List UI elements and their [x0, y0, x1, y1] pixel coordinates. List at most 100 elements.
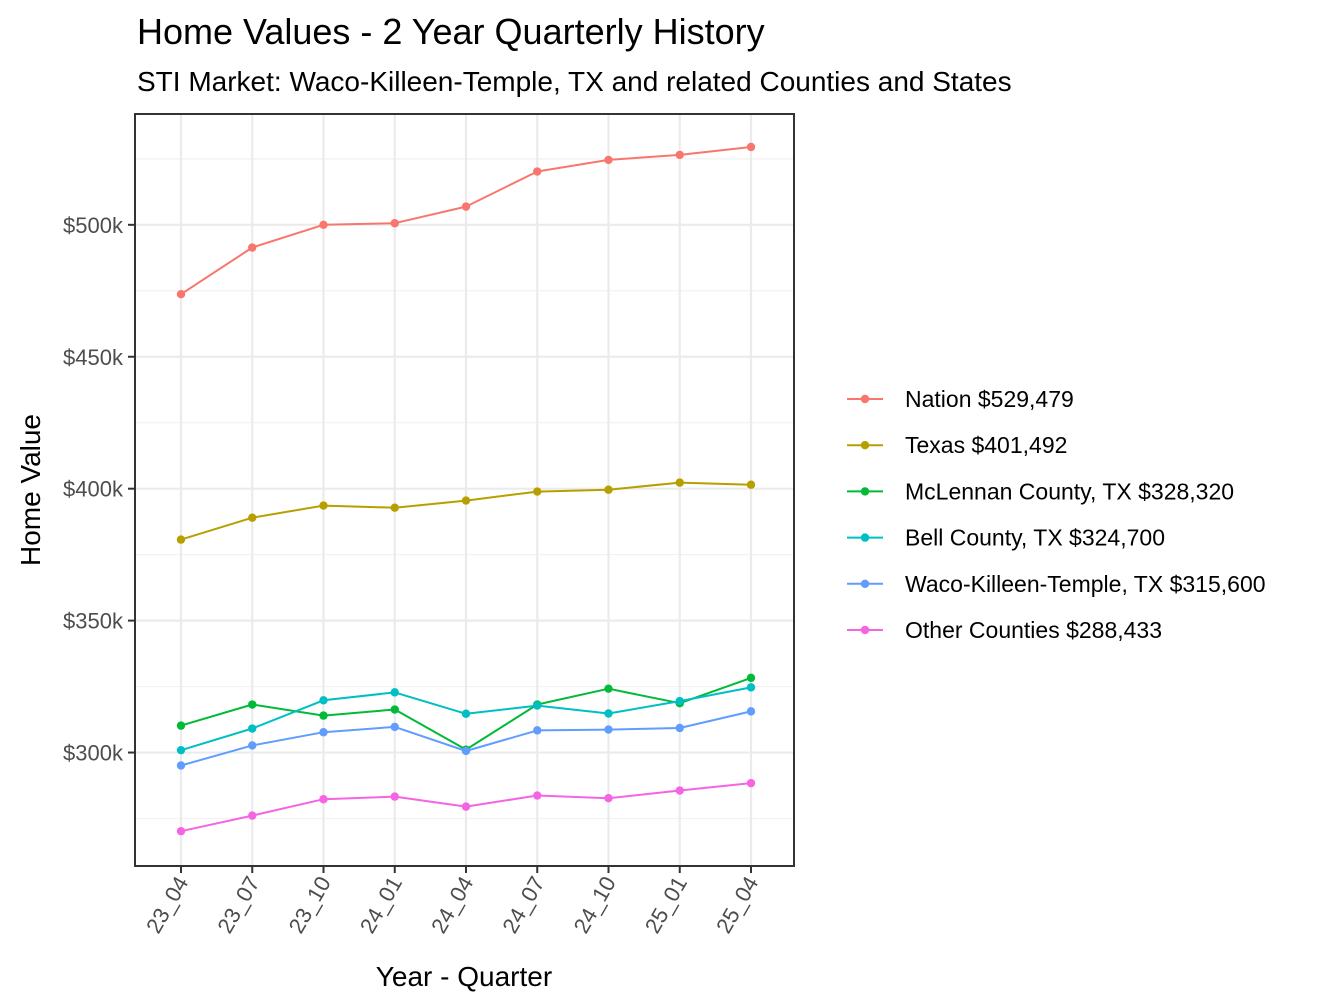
data-point [746, 673, 756, 683]
data-point [675, 150, 684, 160]
legend-label: Waco-Killeen-Temple, TX $315,600 [905, 571, 1266, 597]
y-tick-label: $350k [63, 609, 124, 634]
data-point [248, 741, 257, 750]
x-tick-label: 25_01 [640, 872, 692, 937]
x-tick-label: 24_04 [426, 872, 478, 937]
data-point [319, 711, 328, 720]
series-6 [176, 778, 756, 836]
data-point [533, 726, 542, 735]
data-point [176, 535, 186, 544]
data-point [461, 496, 471, 505]
data-point [461, 746, 471, 756]
legend-label: Bell County, TX $324,700 [905, 525, 1165, 551]
data-point [604, 709, 613, 718]
data-point [176, 290, 186, 299]
data-point [319, 501, 328, 510]
legend-key-point [860, 394, 870, 404]
y-tick-label: $300k [63, 741, 124, 766]
minor-gridlines [135, 158, 794, 820]
data-point [176, 745, 186, 755]
y-tick-label: $500k [63, 213, 124, 238]
legend-key-point [860, 487, 870, 496]
data-point [461, 202, 471, 211]
x-tick-label: 24_10 [569, 872, 621, 937]
y-axis-title: Home Value [15, 414, 46, 566]
legend-item: Texas $401,492 [847, 432, 1067, 458]
data-point [746, 683, 756, 692]
legend-item: Other Counties $288,433 [847, 617, 1162, 643]
y-tick-label: $400k [63, 477, 124, 502]
data-point [604, 793, 613, 803]
legend-label: McLennan County, TX $328,320 [905, 478, 1234, 504]
x-tick-label: 25_04 [711, 872, 763, 937]
data-point [746, 778, 756, 788]
plot-panel-border [134, 113, 795, 867]
legend-label: Other Counties $288,433 [905, 617, 1162, 643]
legend-key-point [860, 533, 870, 542]
data-point [390, 792, 399, 801]
data-point [248, 513, 257, 522]
x-tick-label: 23_10 [284, 872, 336, 937]
data-point [390, 688, 399, 697]
series-2 [176, 478, 756, 544]
data-point [176, 826, 186, 836]
data-point [390, 705, 399, 714]
x-axis: 23_04 23_07 23_10 24_01 24_04 24_07 24_10 25_01… [141, 866, 763, 937]
data-point [319, 728, 328, 737]
x-tick-label: 24_07 [497, 872, 549, 937]
legend-item: Waco-Killeen-Temple, TX $315,600 [847, 571, 1266, 597]
data-point [390, 503, 399, 512]
data-point [604, 155, 613, 165]
series-5 [176, 707, 756, 770]
x-tick-label: 24_01 [355, 872, 407, 937]
legend-item: McLennan County, TX $328,320 [847, 478, 1234, 504]
legend-key-point [860, 625, 870, 635]
y-tick-label: $450k [63, 345, 124, 370]
x-tick-label: 23_07 [212, 872, 264, 937]
data-point [248, 243, 257, 252]
data-point [604, 684, 613, 693]
chart-title: Home Values - 2 Year Quarterly History [137, 11, 765, 52]
data-point [461, 709, 471, 718]
y-axis: $300k $350k $400k $450k $500k [63, 213, 135, 766]
data-point [248, 700, 257, 709]
data-point [390, 219, 399, 228]
chart-subtitle: STI Market: Waco-Killeen-Temple, TX and … [137, 66, 1012, 97]
series-1 [176, 142, 756, 299]
data-point [461, 802, 471, 811]
data-point [675, 696, 684, 706]
data-point [319, 220, 328, 230]
data-point [675, 786, 684, 795]
legend-key-point [860, 579, 870, 588]
legend: Nation $529,479 Texas $401,492 McLennan Co… [847, 386, 1266, 643]
data-point [248, 724, 257, 733]
data-point [390, 722, 399, 732]
data-point [533, 487, 542, 496]
data-point [533, 791, 542, 800]
x-tick-label: 23_04 [141, 872, 193, 937]
x-axis-title: Year - Quarter [376, 961, 552, 992]
data-point [176, 761, 186, 770]
data-point [533, 167, 542, 176]
data-point [675, 478, 684, 487]
major-gridlines [135, 114, 794, 866]
plot-panel-background [135, 114, 794, 866]
data-point [746, 142, 756, 152]
data-point [746, 707, 756, 716]
data-point [675, 723, 684, 733]
data-point [248, 811, 257, 820]
legend-label: Texas $401,492 [905, 432, 1067, 458]
series-4 [176, 683, 756, 755]
data-point [176, 721, 186, 730]
data-point [319, 696, 328, 705]
legend-item: Nation $529,479 [847, 386, 1074, 412]
data-point [319, 795, 328, 804]
legend-item: Bell County, TX $324,700 [847, 525, 1165, 551]
data-point [604, 725, 613, 734]
legend-label: Nation $529,479 [905, 386, 1074, 412]
series-layer [176, 142, 756, 836]
legend-key-point [860, 441, 870, 450]
data-point [746, 480, 756, 489]
data-point [604, 485, 613, 494]
